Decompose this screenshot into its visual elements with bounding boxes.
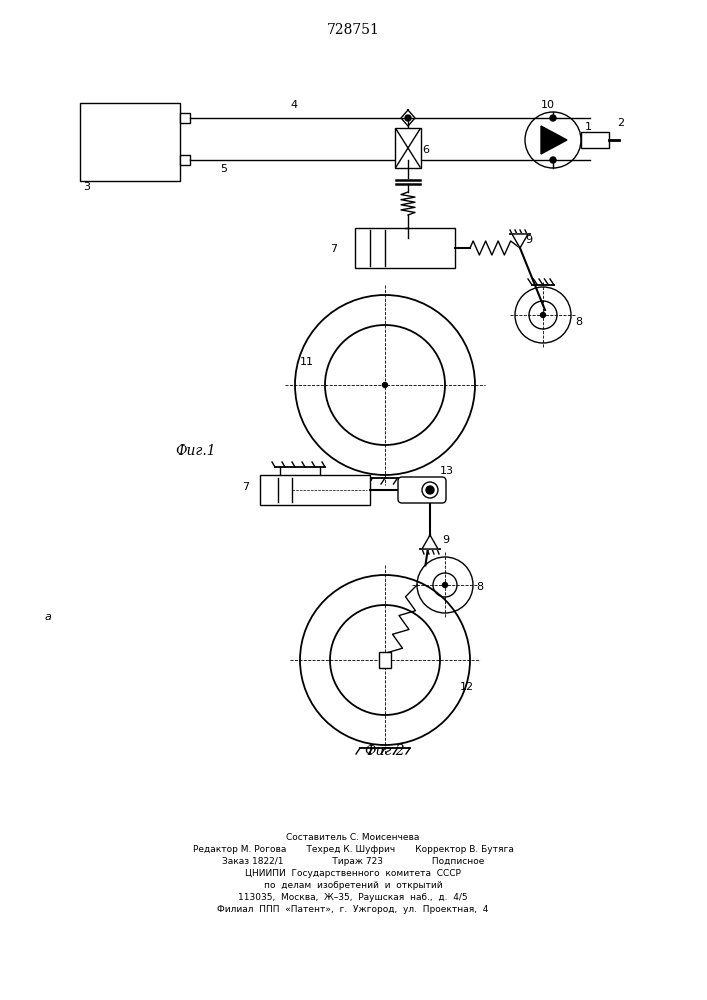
Text: 8: 8 (575, 317, 582, 327)
Text: 1: 1 (585, 122, 592, 132)
Text: 5: 5 (220, 164, 227, 174)
Text: 11: 11 (300, 357, 314, 367)
Text: 9: 9 (525, 235, 532, 245)
Text: Фиг.2: Фиг.2 (365, 744, 405, 758)
Text: a: a (45, 612, 52, 622)
Polygon shape (422, 535, 438, 549)
Bar (395, 128, 421, 168)
Circle shape (540, 312, 546, 318)
Text: ЦНИИПИ  Государственного  комитета  СССР: ЦНИИПИ Государственного комитета СССР (245, 869, 461, 878)
Text: 4: 4 (290, 100, 297, 110)
Bar (379, 652, 391, 668)
Text: 7: 7 (242, 482, 249, 492)
Text: Филиал  ППП  «Патент»,  г.  Ужгород,  ул.  Проектная,  4: Филиал ППП «Патент», г. Ужгород, ул. Про… (217, 905, 489, 914)
Text: 6: 6 (422, 145, 429, 155)
FancyBboxPatch shape (398, 477, 446, 503)
Circle shape (405, 115, 411, 121)
Circle shape (405, 157, 411, 163)
Text: 2: 2 (617, 118, 624, 128)
Text: Редактор М. Рогова       Техред К. Шуфрич       Корректор В. Бутяга: Редактор М. Рогова Техред К. Шуфрич Корр… (192, 845, 513, 854)
Circle shape (382, 658, 387, 662)
Text: Заказ 1822/1                 Тираж 723                 Подписное: Заказ 1822/1 Тираж 723 Подписное (222, 857, 484, 866)
Text: 7: 7 (330, 244, 337, 254)
Circle shape (426, 486, 434, 494)
Bar (581, 132, 609, 148)
Circle shape (382, 382, 387, 387)
Text: 3: 3 (83, 182, 90, 192)
Bar (180, 155, 190, 165)
Polygon shape (541, 126, 567, 154)
Text: 13: 13 (440, 466, 454, 476)
Text: 728751: 728751 (327, 23, 380, 37)
Circle shape (443, 582, 448, 587)
Text: 10: 10 (541, 100, 555, 110)
Text: 12: 12 (460, 682, 474, 692)
Text: по  делам  изобретений  и  открытий: по делам изобретений и открытий (264, 881, 443, 890)
Text: Фиг.1: Фиг.1 (175, 444, 216, 458)
Text: 9: 9 (442, 535, 449, 545)
Bar (355, 228, 455, 268)
Bar (260, 475, 370, 505)
Bar (80, 103, 180, 181)
Circle shape (550, 115, 556, 121)
Circle shape (550, 157, 556, 163)
Text: 113035,  Москва,  Ж–35,  Раушская  наб.,  д.  4/5: 113035, Москва, Ж–35, Раушская наб., д. … (238, 893, 468, 902)
Polygon shape (512, 234, 528, 248)
Text: Составитель С. Моисенчева: Составитель С. Моисенчева (286, 833, 420, 842)
Bar (180, 113, 190, 123)
Text: 8: 8 (476, 582, 483, 592)
